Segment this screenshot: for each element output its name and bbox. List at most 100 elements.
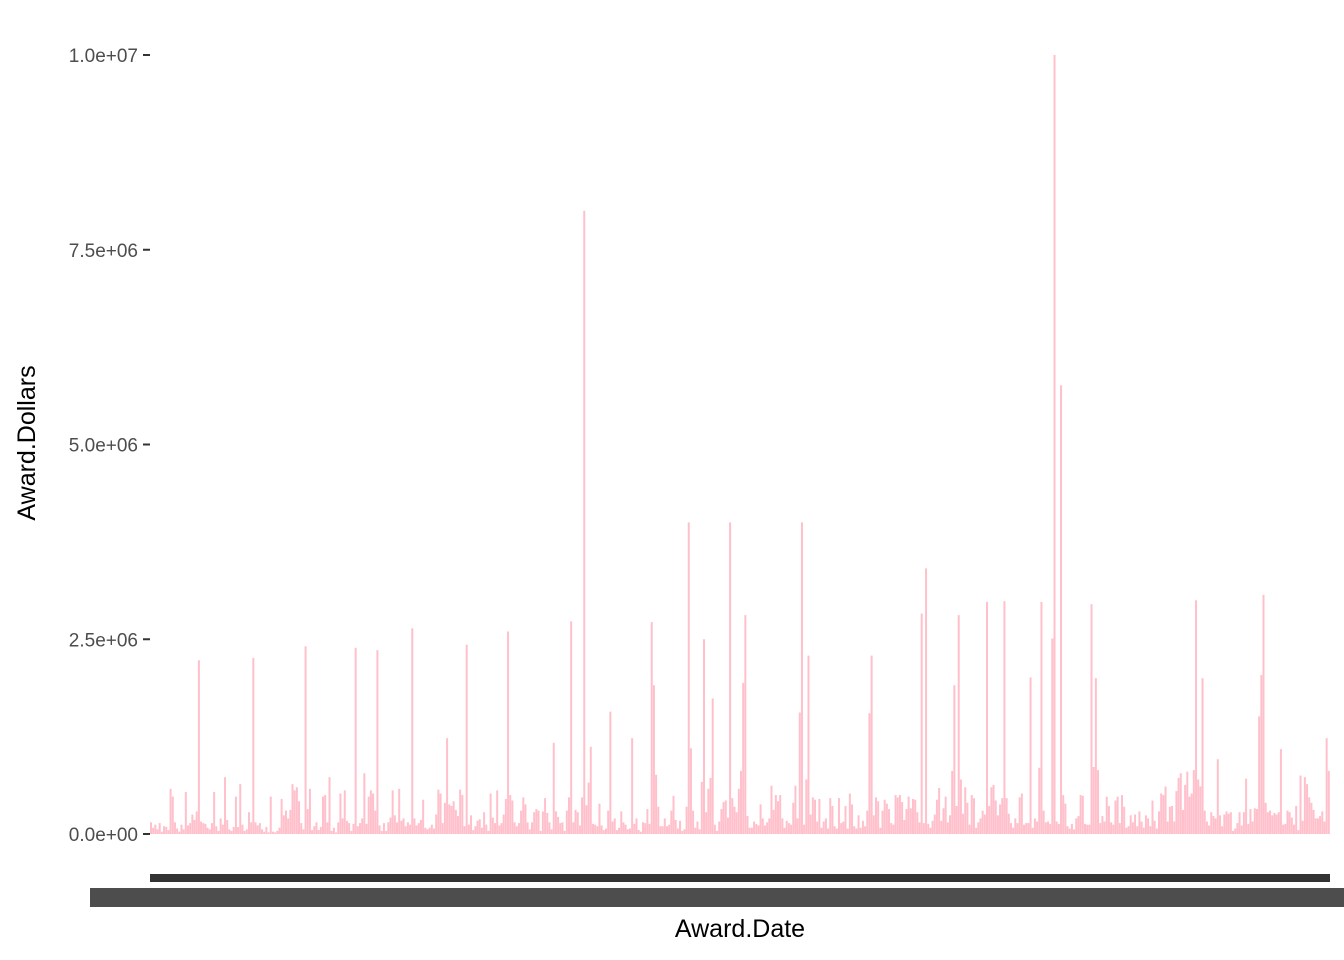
bar bbox=[591, 823, 594, 834]
bar bbox=[1101, 816, 1104, 834]
bar bbox=[517, 823, 520, 834]
bar bbox=[1051, 638, 1054, 834]
bar bbox=[411, 628, 414, 834]
bar bbox=[768, 818, 771, 834]
bar bbox=[156, 829, 159, 834]
bar bbox=[855, 828, 858, 834]
bar bbox=[868, 713, 871, 834]
bar bbox=[781, 818, 784, 834]
x-axis-title: Award.Date bbox=[675, 915, 805, 943]
bar bbox=[1040, 601, 1043, 834]
bar bbox=[284, 810, 287, 834]
bar bbox=[365, 823, 368, 834]
bar bbox=[570, 621, 573, 834]
bar bbox=[635, 818, 638, 834]
bar bbox=[250, 822, 253, 834]
bar bbox=[180, 824, 183, 834]
bar bbox=[1046, 821, 1049, 834]
bar bbox=[1086, 824, 1089, 834]
bar bbox=[193, 819, 196, 834]
bar bbox=[1208, 825, 1211, 834]
bar bbox=[583, 210, 586, 835]
bar bbox=[276, 830, 279, 834]
bar bbox=[526, 822, 529, 834]
bar bbox=[674, 819, 677, 834]
bar bbox=[398, 788, 401, 834]
bar bbox=[1057, 823, 1060, 834]
bar bbox=[687, 522, 690, 834]
bar bbox=[335, 832, 338, 834]
bar bbox=[1027, 823, 1030, 834]
bar bbox=[1175, 791, 1178, 834]
bar bbox=[935, 799, 938, 834]
bar bbox=[1229, 812, 1232, 834]
bar bbox=[1310, 802, 1313, 834]
bar bbox=[243, 830, 246, 834]
y-axis-tick-label: 2.5e+06 bbox=[69, 630, 138, 651]
bar bbox=[872, 815, 875, 834]
bar bbox=[247, 812, 250, 834]
bar bbox=[596, 826, 599, 834]
bar bbox=[1179, 773, 1182, 834]
bar bbox=[568, 797, 571, 834]
bar bbox=[1081, 795, 1084, 834]
bar bbox=[894, 795, 897, 834]
bar bbox=[280, 798, 283, 834]
bar bbox=[905, 809, 908, 834]
bar bbox=[972, 798, 975, 834]
y-axis-tick-label: 7.5e+06 bbox=[69, 241, 138, 262]
bar bbox=[711, 698, 714, 834]
bar bbox=[1038, 767, 1041, 834]
bar bbox=[461, 795, 464, 834]
bar bbox=[1240, 825, 1243, 834]
bar bbox=[311, 830, 314, 834]
bar bbox=[328, 777, 331, 834]
bar bbox=[716, 830, 719, 834]
bar bbox=[245, 829, 248, 834]
bar bbox=[903, 819, 906, 834]
bar bbox=[718, 821, 721, 834]
bar bbox=[221, 824, 224, 834]
bar bbox=[642, 822, 645, 834]
bar bbox=[1131, 822, 1134, 834]
bar bbox=[361, 818, 364, 834]
bar bbox=[953, 685, 956, 834]
bar bbox=[470, 815, 473, 834]
bar bbox=[393, 815, 396, 834]
bar bbox=[864, 826, 867, 834]
bar bbox=[827, 828, 830, 834]
bar bbox=[816, 821, 819, 834]
bar bbox=[779, 795, 782, 834]
bar bbox=[241, 824, 244, 834]
bar bbox=[387, 822, 390, 834]
bar bbox=[1003, 601, 1006, 834]
bar bbox=[909, 808, 912, 834]
bar bbox=[1018, 797, 1021, 834]
bar bbox=[1173, 821, 1176, 834]
bar bbox=[324, 795, 327, 834]
bar bbox=[160, 831, 163, 834]
bar bbox=[650, 622, 653, 834]
bar bbox=[1262, 594, 1265, 834]
bar bbox=[1218, 815, 1221, 834]
bar bbox=[646, 809, 649, 834]
bar bbox=[753, 821, 756, 834]
bar bbox=[528, 829, 531, 834]
bar bbox=[354, 647, 357, 834]
bar bbox=[252, 657, 255, 834]
bar bbox=[929, 827, 932, 834]
bar bbox=[350, 830, 353, 834]
bar bbox=[535, 809, 538, 834]
bar bbox=[182, 829, 185, 834]
bar bbox=[835, 828, 838, 834]
bar bbox=[1269, 810, 1272, 834]
bar bbox=[1273, 812, 1276, 834]
bar bbox=[770, 785, 773, 834]
bar bbox=[622, 822, 625, 834]
bar bbox=[740, 770, 742, 834]
bar bbox=[861, 820, 864, 834]
bar bbox=[761, 818, 764, 834]
bar bbox=[165, 826, 168, 834]
bar bbox=[946, 822, 949, 834]
bar bbox=[999, 804, 1002, 834]
